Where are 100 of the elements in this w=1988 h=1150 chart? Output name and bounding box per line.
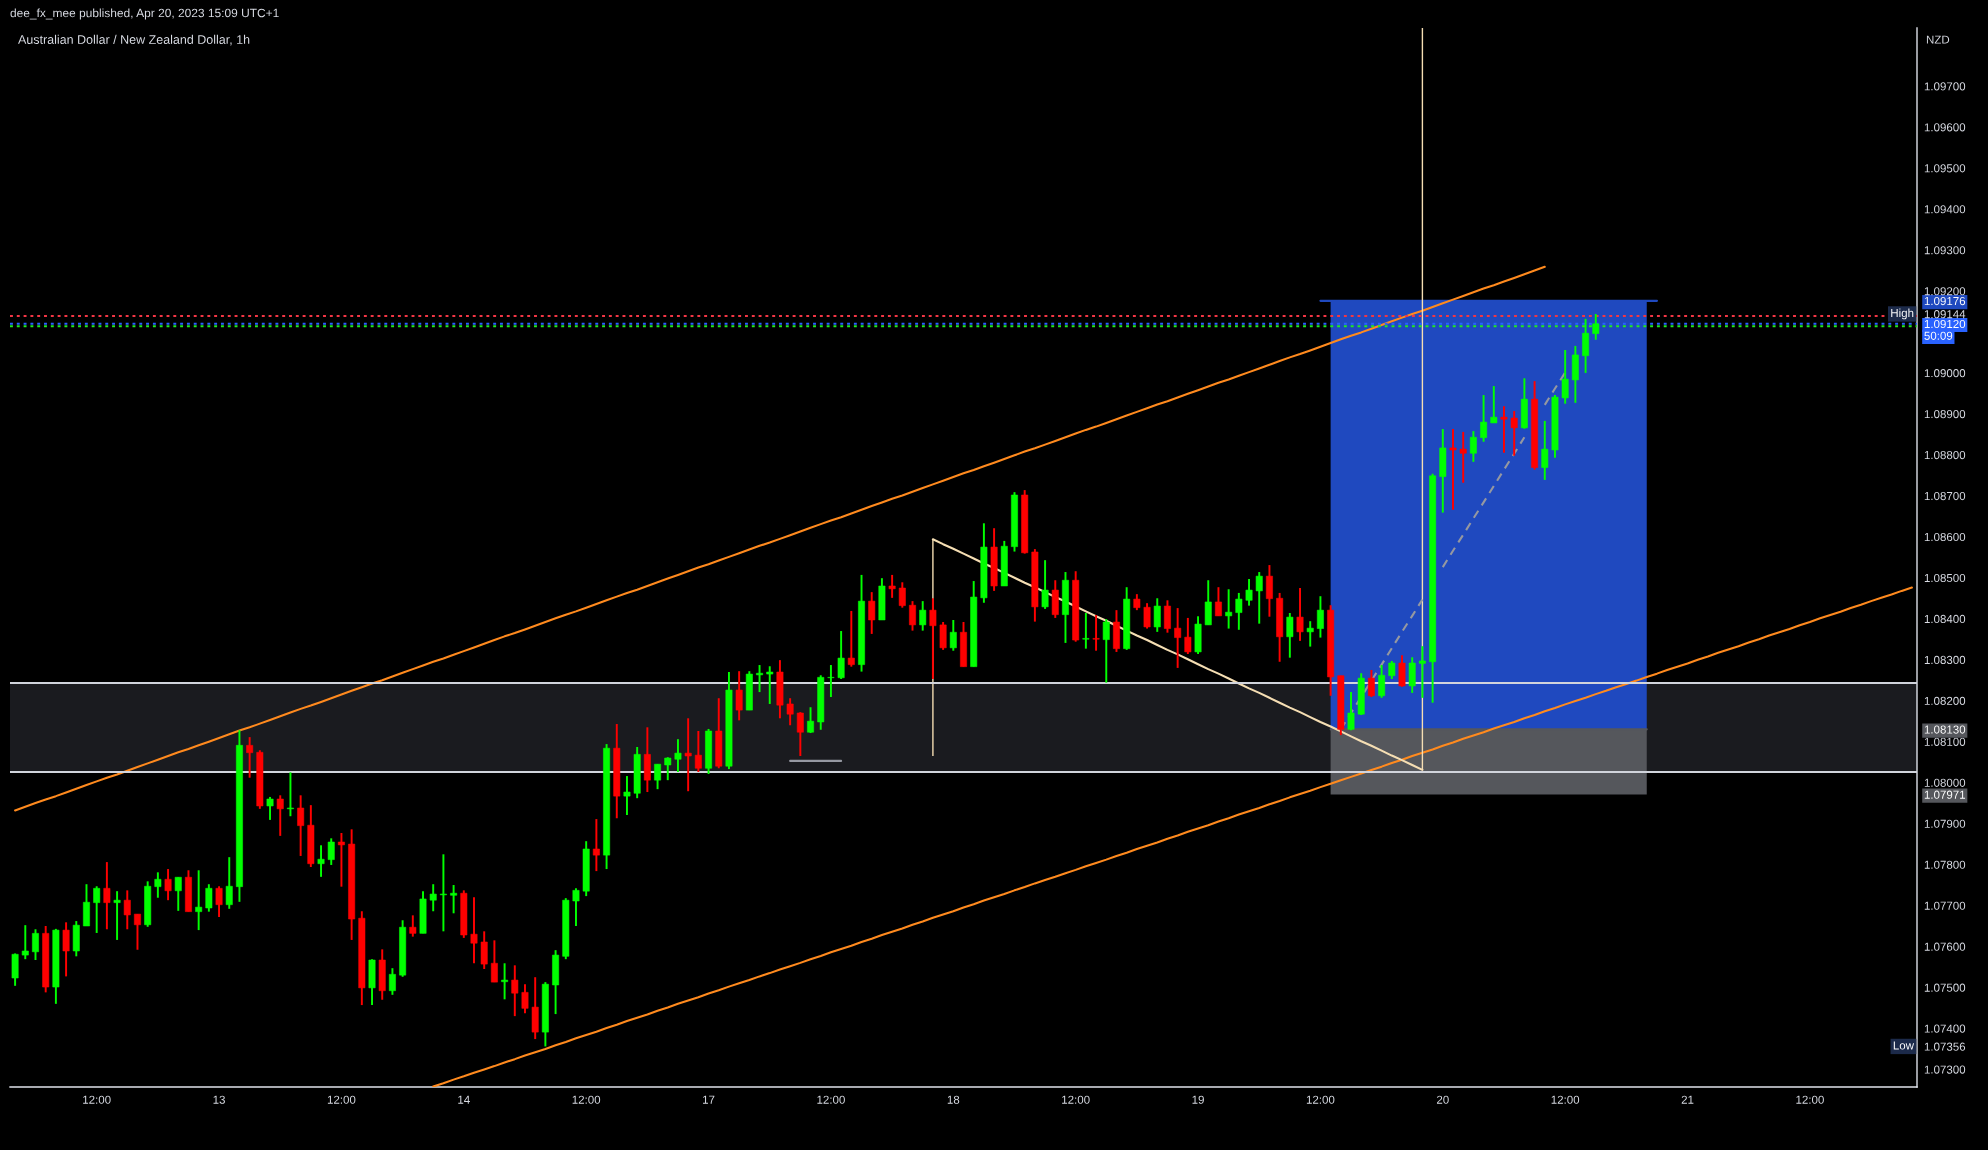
annotation: High (1891, 308, 1914, 320)
candlestick (174, 876, 182, 912)
candlestick (572, 887, 580, 927)
candlestick (297, 794, 305, 857)
candlestick (450, 884, 458, 915)
y-tick-label: 1.08500 (1924, 573, 1966, 583)
y-tick-label: 1.09300 (1924, 246, 1966, 255)
text: dee_fx_mee published, Apr 20, 2023 15:09 UTC+1 (10, 8, 279, 20)
candlestick (919, 600, 927, 632)
chart-title: Australian Dollar / New Zealand Dollar, 1h (18, 34, 250, 46)
x-tick-label: 13 (213, 1095, 225, 1104)
candlestick (1398, 654, 1406, 688)
candlestick (164, 868, 172, 902)
x-tick-label: 17 (703, 1095, 715, 1104)
line-series (432, 586, 1913, 1087)
candlestick (276, 794, 284, 837)
y-tick-label: 1.08800 (1924, 451, 1966, 460)
candlestick (1041, 559, 1049, 610)
y-tick-label: 1.08100 (1924, 737, 1966, 746)
y-tick-label: 1.08130 (1924, 725, 1966, 734)
candlestick (1235, 591, 1243, 631)
candlestick (1286, 612, 1294, 659)
y-tick-label: 1.08200 (1924, 696, 1966, 705)
candlestick (1367, 668, 1375, 698)
candlestick (684, 717, 692, 793)
candlestick (1388, 659, 1396, 680)
candlestick (837, 630, 845, 680)
x-tick-label: 20 (1436, 1095, 1449, 1104)
candlestick (1225, 588, 1233, 630)
candlestick (409, 914, 417, 938)
x-tick-label: 12:00 (1551, 1095, 1580, 1104)
candlestick (327, 837, 335, 866)
candlestick (1215, 586, 1222, 617)
y-tick-label: 1.08600 (1924, 532, 1966, 542)
y-tick-label: 1.09144 (1924, 310, 1966, 319)
candlestick (1347, 691, 1355, 732)
candlestick (694, 730, 702, 773)
candlestick (786, 697, 794, 727)
candlestick (521, 983, 529, 1015)
candlestick (1306, 620, 1314, 648)
y-tick-label: 1.08700 (1924, 491, 1966, 501)
x-tick-label: 18 (947, 1095, 960, 1104)
candlestick (1561, 349, 1569, 405)
x-tick-label: 12:00 (817, 1095, 845, 1104)
y-tick-label: 1.07900 (1924, 819, 1966, 828)
x-tick-label: 12:00 (572, 1095, 601, 1104)
candlestick (501, 962, 509, 1001)
candlestick (1582, 317, 1590, 374)
x-tick-label: 14 (458, 1095, 470, 1104)
y-tick-label: 1.09000 (1924, 369, 1966, 378)
x-tick-label: 12:00 (1062, 1095, 1090, 1104)
candlestick (388, 967, 396, 996)
candlestick (225, 856, 233, 910)
candlestick (215, 885, 223, 918)
candlestick (1408, 656, 1416, 694)
y-tick-label: 1.07600 (1924, 942, 1966, 951)
line-series (14, 265, 1546, 812)
text: 50:09 (1924, 331, 1953, 340)
candlestick (1459, 430, 1467, 484)
y-tick-label: 1.07356 (1924, 1042, 1966, 1051)
candlestick (103, 861, 111, 931)
candlestick (1092, 614, 1100, 652)
candlestick (1480, 394, 1488, 443)
y-tick-label: 1.09120 (1924, 319, 1966, 329)
candlestick (1204, 579, 1212, 626)
y-tick-label: 1.08000 (1924, 778, 1966, 787)
candlestick (93, 885, 101, 934)
candlestick (154, 871, 162, 899)
candlestick (1500, 405, 1508, 454)
candlestick (827, 664, 835, 698)
candlestick (1184, 616, 1192, 655)
candlestick (1418, 645, 1426, 699)
annotation: Low (1893, 1041, 1915, 1050)
candlestick (888, 573, 896, 599)
x-tick-label: 19 (1192, 1095, 1204, 1104)
candlestick (62, 921, 70, 978)
y-tick-label: 1.09700 (1924, 82, 1966, 91)
candlestick (205, 883, 213, 913)
candlestick (480, 930, 488, 970)
x-tick-label: 12:00 (327, 1095, 356, 1104)
candlestick (674, 738, 682, 773)
candlestick (868, 591, 876, 635)
y-tick-label: 1.07971 (1924, 790, 1966, 799)
candlestick (287, 771, 294, 818)
candlestick (1510, 410, 1518, 457)
candlestick (11, 952, 19, 987)
candlestick (1469, 430, 1477, 463)
candlestick (949, 619, 957, 652)
y-tick-label: 1.08400 (1924, 614, 1966, 624)
x-tick-label: 21 (1681, 1095, 1694, 1104)
candlestick (592, 818, 600, 873)
candlestick (1296, 587, 1304, 642)
y-tick-label: 1.09176 (1924, 296, 1966, 306)
candlestick (1174, 607, 1182, 669)
candlestick (1378, 664, 1386, 699)
candlestick (1541, 419, 1549, 481)
candlestick (1255, 571, 1263, 625)
candlestick (113, 890, 121, 941)
y-axis-title: NZD (1926, 35, 1950, 44)
candlestick (511, 964, 519, 1018)
